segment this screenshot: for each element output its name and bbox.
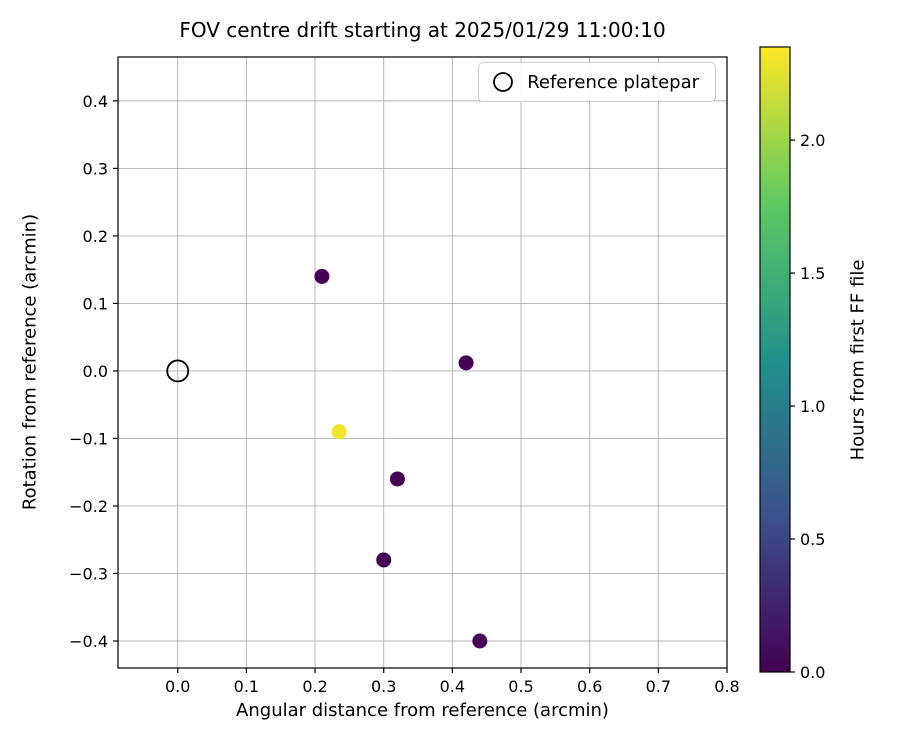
colorbar-label: Hours from first FF file <box>847 259 869 461</box>
x-tick-label: 0.7 <box>646 677 671 696</box>
data-point <box>331 424 347 440</box>
x-tick-label: 0.4 <box>440 677 465 696</box>
y-tick-label: 0.1 <box>83 294 108 313</box>
reference-platepar-legend-icon <box>491 70 515 94</box>
y-tick-label: 0.0 <box>83 362 108 381</box>
y-tick-label: −0.4 <box>69 632 108 651</box>
data-point <box>314 268 330 284</box>
x-tick-label: 0.2 <box>302 677 327 696</box>
legend: Reference platepar <box>478 62 716 102</box>
y-axis-label: Rotation from reference (arcmin) <box>19 213 41 511</box>
data-point <box>472 633 488 649</box>
y-tick-label: 0.2 <box>83 227 108 246</box>
colorbar-tick-label: 1.5 <box>800 264 825 283</box>
x-tick-label: 0.6 <box>577 677 602 696</box>
y-tick-label: −0.1 <box>69 429 108 448</box>
plot-border <box>117 56 728 669</box>
data-point <box>389 471 405 487</box>
x-tick-label: 0.3 <box>371 677 396 696</box>
y-tick-label: 0.3 <box>83 159 108 178</box>
reference-platepar-marker <box>166 359 190 383</box>
colorbar-tick-label: 1.0 <box>800 397 825 416</box>
colorbar-border <box>759 46 791 673</box>
colorbar-tick-label: 2.0 <box>800 131 825 150</box>
colorbar-gradient <box>760 47 790 672</box>
x-tick-label: 0.8 <box>714 677 739 696</box>
data-point <box>458 355 474 371</box>
data-point <box>376 552 392 568</box>
y-tick-label: −0.2 <box>69 497 108 516</box>
colorbar-tick-label: 0.0 <box>800 663 825 682</box>
legend-label: Reference platepar <box>527 71 699 93</box>
x-tick-label: 0.1 <box>234 677 259 696</box>
chart-title: FOV centre drift starting at 2025/01/29 … <box>179 18 666 42</box>
x-axis-label: Angular distance from reference (arcmin) <box>236 700 609 721</box>
x-tick-label: 0.5 <box>508 677 533 696</box>
colorbar-tick-label: 0.5 <box>800 530 825 549</box>
y-tick-label: −0.3 <box>69 564 108 583</box>
y-tick-label: 0.4 <box>83 92 108 111</box>
x-tick-label: 0.0 <box>165 677 190 696</box>
